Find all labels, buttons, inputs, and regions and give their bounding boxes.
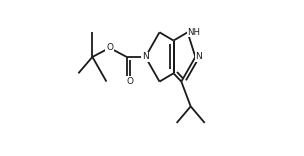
Text: O: O — [127, 77, 134, 86]
Text: N: N — [142, 52, 149, 61]
Text: O: O — [106, 43, 113, 52]
Text: NH: NH — [188, 28, 201, 37]
Text: N: N — [195, 52, 202, 61]
